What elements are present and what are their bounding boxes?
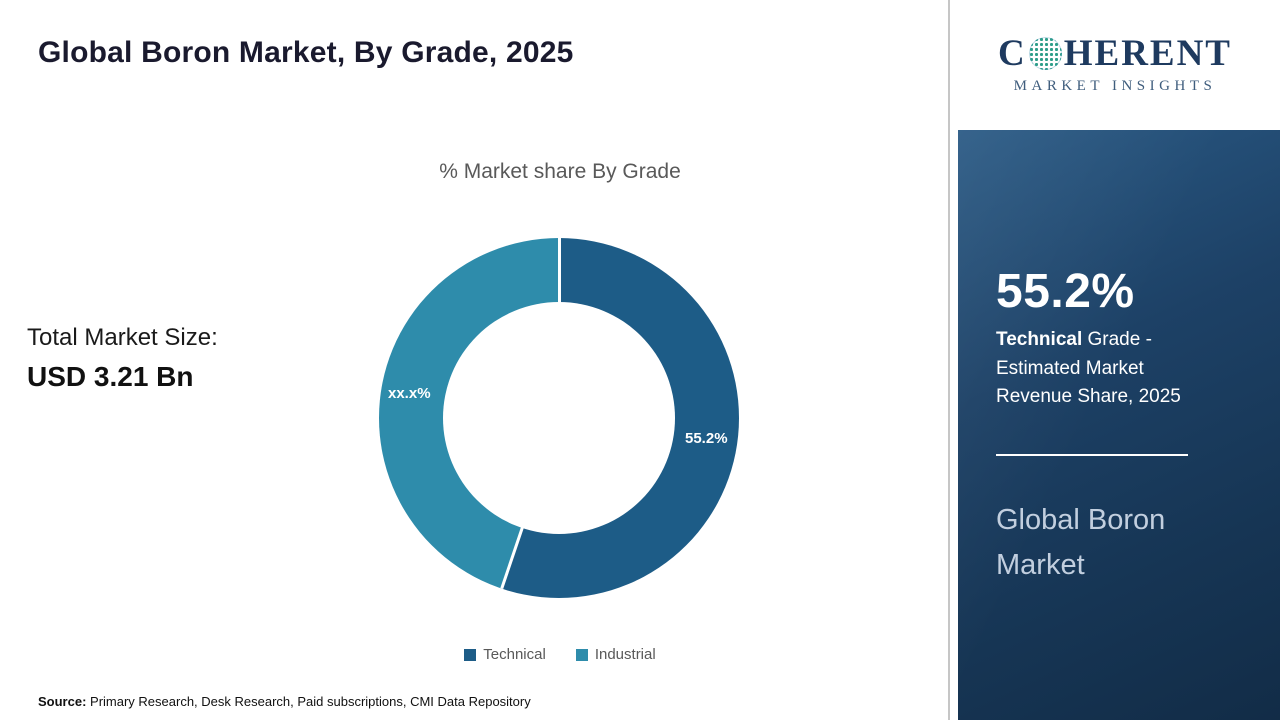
source-label: Source: xyxy=(38,694,87,709)
brand-logo-subtitle: MARKET INSIGHTS xyxy=(1013,78,1217,94)
total-market-size-value: USD 3.21 Bn xyxy=(27,361,194,392)
globe-icon xyxy=(1028,37,1062,70)
source-line: Source: Primary Research, Desk Research,… xyxy=(38,694,531,709)
brand-logo: C HERENT xyxy=(998,35,1232,72)
source-text: Primary Research, Desk Research, Paid su… xyxy=(86,694,531,709)
legend-label-technical: Technical xyxy=(483,646,546,663)
stat-description-rest: Grade - Estimated Market Revenue Share, … xyxy=(996,329,1181,407)
logo-text-start: C xyxy=(998,33,1027,74)
stat-value: 55.2% xyxy=(996,265,1135,318)
legend-label-industrial: Industrial xyxy=(594,646,656,663)
legend-swatch-industrial xyxy=(575,648,588,661)
vertical-divider xyxy=(948,0,950,720)
slice-divider-bottom xyxy=(499,417,561,589)
legend-item-industrial: Industrial xyxy=(575,646,656,663)
slice-label-technical: 55.2% xyxy=(685,430,728,447)
logo-text-end: HERENT xyxy=(1063,33,1232,74)
total-market-size-label: Total Market Size: xyxy=(27,324,218,351)
legend-item-technical: Technical xyxy=(464,646,546,663)
total-market-size-block: Total Market Size: USD 3.21 Bn xyxy=(27,324,218,393)
donut-chart-wrapper: 55.2% xx.x% xyxy=(379,238,739,598)
chart-legend: Technical Industrial xyxy=(210,646,910,663)
stat-description: Technical Grade - Estimated Market Reven… xyxy=(996,326,1214,412)
panel-title: Global Boron Market xyxy=(996,504,1166,581)
slice-divider-top xyxy=(557,238,561,418)
brand-logo-area: C HERENT MARKET INSIGHTS xyxy=(950,0,1280,130)
stat-description-bold: Technical xyxy=(996,329,1083,350)
highlight-side-panel: 55.2% Technical Grade - Estimated Market… xyxy=(958,130,1280,720)
slice-label-industrial: xx.x% xyxy=(388,385,431,402)
chart-title: % Market share By Grade xyxy=(439,160,681,183)
panel-divider-line xyxy=(996,454,1188,456)
donut-chart xyxy=(379,238,739,598)
legend-swatch-technical xyxy=(464,648,477,661)
page-title: Global Boron Market, By Grade, 2025 xyxy=(38,36,574,69)
